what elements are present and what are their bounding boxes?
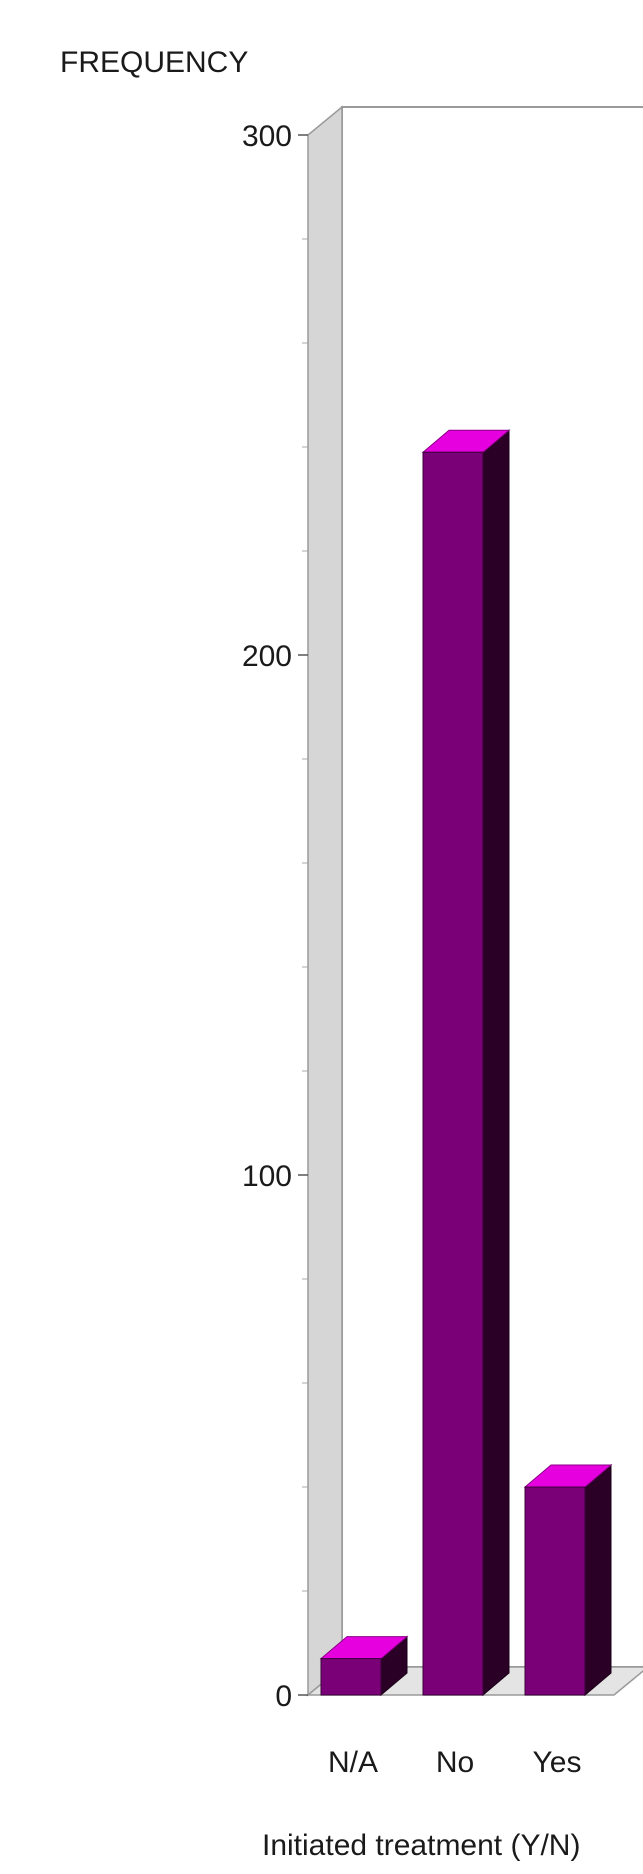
bar-front: [422, 451, 484, 1696]
x-tick-label: Yes: [533, 1746, 582, 1779]
bar: [523, 1463, 613, 1697]
y-tick-label: 200: [242, 640, 292, 673]
x-axis-label: Initiated treatment (Y/N): [262, 1829, 580, 1862]
x-tick-label: N/A: [328, 1746, 378, 1779]
y-axis-label: FREQUENCY: [60, 46, 248, 79]
bars: [319, 429, 613, 1697]
bar-side: [584, 1463, 612, 1697]
x-axis: N/A No Yes: [328, 1746, 581, 1779]
bar-side: [482, 429, 510, 1697]
y-tick-label: 0: [275, 1680, 292, 1713]
left-wall: [307, 105, 343, 1697]
bar: [421, 429, 511, 1697]
x-tick-label: No: [436, 1746, 474, 1779]
y-tick-label: 300: [242, 120, 292, 153]
bar: [319, 1635, 409, 1697]
bar-front: [320, 1658, 382, 1696]
y-axis: 0 100 200 300: [242, 120, 308, 1713]
y-tick-label: 100: [242, 1160, 292, 1193]
bar-front: [524, 1486, 586, 1696]
